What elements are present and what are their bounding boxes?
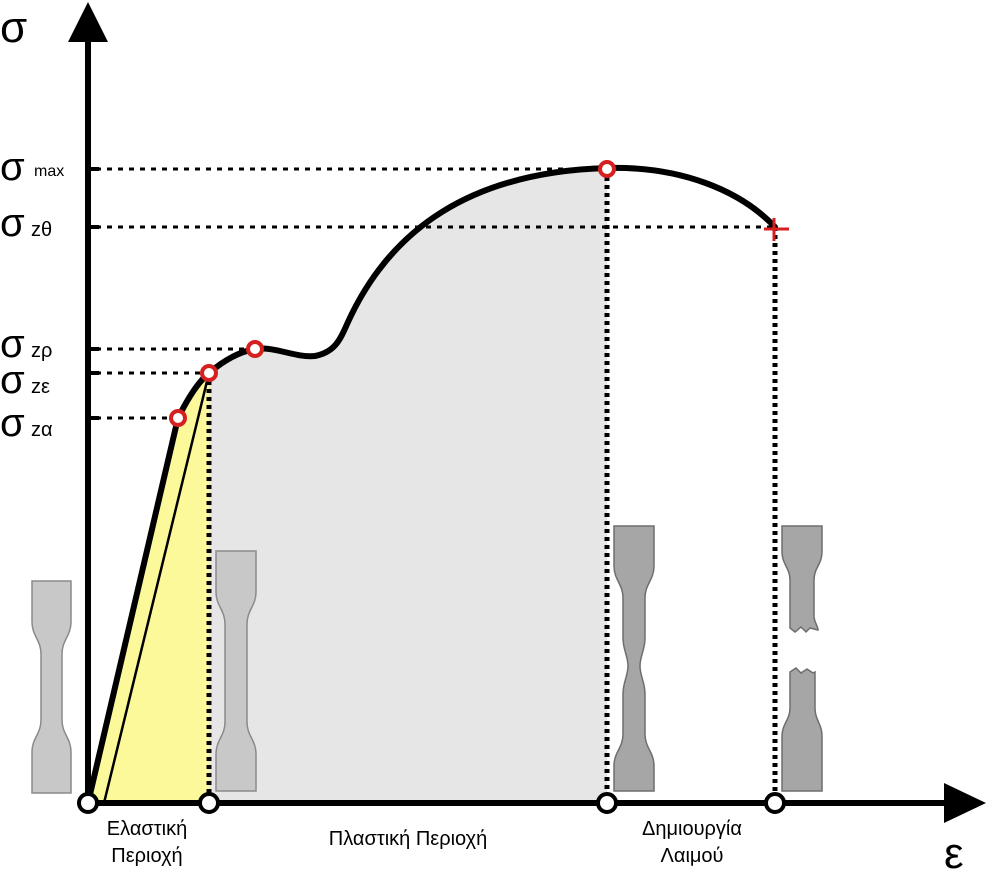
ultimate-strength-marker	[598, 160, 616, 178]
svg-text:Δημιουργία: Δημιουργία	[642, 818, 742, 840]
svg-text:σ: σ	[0, 322, 25, 366]
axes	[68, 2, 986, 823]
svg-text:Ελαστική: Ελαστική	[107, 818, 187, 840]
x-axis-arrow	[944, 783, 986, 823]
guide-lines	[96, 167, 778, 803]
necking-region-label: Δημιουργία Λαιμού	[642, 818, 742, 867]
svg-text:σ: σ	[0, 145, 25, 189]
yield-point-marker	[246, 340, 264, 358]
svg-text:Πλαστική Περιοχή: Πλαστική Περιοχή	[329, 828, 487, 850]
necking-start-marker	[596, 792, 618, 814]
elastic-region-label: Ελαστική Περιοχή	[107, 818, 187, 867]
specimen-fractured-top	[781, 525, 823, 634]
x-axis-symbol: ε	[944, 829, 964, 873]
fracture-marker	[764, 218, 789, 241]
elastic-end-marker	[198, 792, 220, 814]
stress-label-szth: σ zθ	[0, 201, 52, 245]
elastic-limit-marker	[200, 364, 218, 382]
svg-text:zθ: zθ	[31, 219, 52, 241]
y-axis-arrow	[68, 2, 108, 42]
stress-label-smax: σ max	[0, 145, 64, 189]
plastic-region-fill	[209, 168, 607, 803]
curve-markers	[169, 160, 616, 427]
stress-label-sza: σ zα	[0, 401, 53, 445]
svg-text:zα: zα	[31, 419, 53, 441]
svg-text:Περιοχή: Περιοχή	[111, 845, 182, 867]
plastic-region-label: Πλαστική Περιοχή	[329, 828, 487, 850]
svg-text:max: max	[34, 163, 64, 180]
specimen-fractured-bottom	[781, 667, 823, 792]
specimen-necking	[613, 525, 655, 792]
fracture-strain-marker	[764, 792, 786, 814]
unloading-line	[102, 372, 211, 804]
specimen-undeformed	[31, 580, 72, 794]
proportional-limit-marker	[169, 409, 187, 427]
stress-label-sze: σ zε	[0, 358, 50, 402]
origin-marker	[77, 792, 99, 814]
svg-text:σ: σ	[0, 401, 25, 445]
svg-text:zρ: zρ	[31, 340, 52, 362]
svg-text:σ: σ	[0, 201, 25, 245]
svg-text:σ: σ	[0, 358, 25, 402]
stress-label-szr: σ zρ	[0, 322, 52, 366]
axis-markers	[77, 792, 786, 814]
svg-text:Λαιμού: Λαιμού	[661, 845, 724, 867]
specimen-elastic	[215, 550, 257, 792]
elastic-region-fill	[88, 373, 209, 803]
svg-text:zε: zε	[31, 376, 50, 398]
y-axis-symbol: σ	[0, 3, 27, 52]
